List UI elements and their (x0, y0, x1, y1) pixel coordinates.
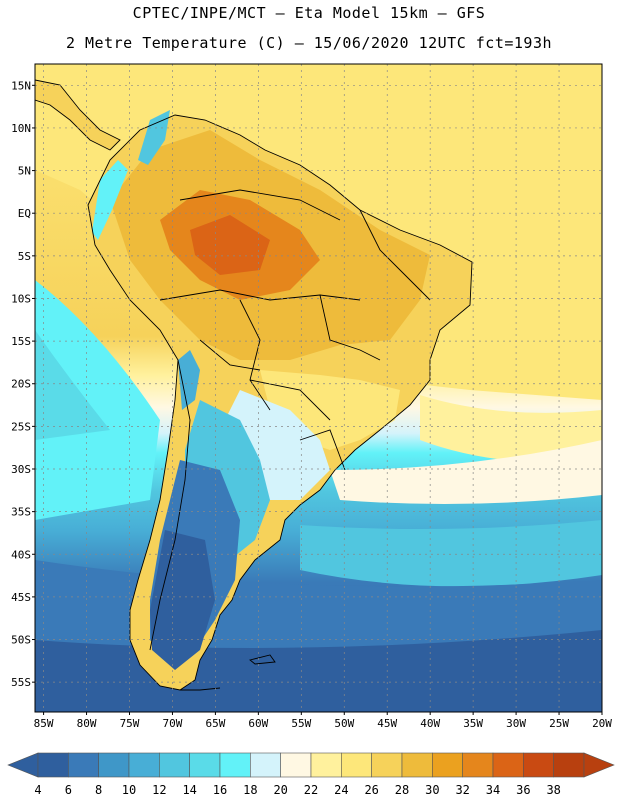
latitude-tick-label: 50S (11, 634, 31, 647)
colorbar-tick-label: 32 (455, 783, 469, 797)
colorbar-swatch (128, 752, 160, 778)
colorbar-tick-label: 30 (425, 783, 439, 797)
title-line-1: CPTEC/INPE/MCT – Eta Model 15km – GFS (132, 4, 486, 22)
cool-ocean-band (330, 440, 602, 504)
longitude-tick-label: 70W (163, 717, 183, 730)
colorbar-tick-label: 8 (95, 783, 102, 797)
latitude-tick-label: 5S (18, 250, 31, 263)
longitude-tick-label: 60W (248, 717, 268, 730)
longitude-tick-label: 65W (205, 717, 225, 730)
latitude-tick-label: 10S (11, 292, 31, 305)
colorbar-swatch (37, 752, 69, 778)
longitude-tick-label: 80W (77, 717, 97, 730)
longitude-tick-label: 35W (463, 717, 483, 730)
colorbar-tick-label: 24 (334, 783, 348, 797)
longitude-tick-label: 40W (420, 717, 440, 730)
latitude-tick-label: 15S (11, 335, 31, 348)
map-frame (34, 63, 603, 713)
colorbar-tick-label: 34 (486, 783, 500, 797)
atlantic-cool-band (300, 520, 602, 587)
colorbar-tick-label: 18 (243, 783, 257, 797)
longitude-tick-label: 20W (592, 717, 612, 730)
colorbar-tick-label: 4 (34, 783, 41, 797)
colorbar-tick-label: 20 (273, 783, 287, 797)
latitude-tick-label: 10N (11, 122, 31, 135)
colorbar-swatch (250, 752, 281, 778)
colorbar-tick-label: 26 (364, 783, 378, 797)
longitude-labels: 85W 80W 75W 70W 65W 60W 55W 50W 45W 40W 35W 30W 25W 2… (34, 712, 612, 730)
longitude-tick-label: 75W (120, 717, 140, 730)
colorbar-low-arrow (7, 752, 39, 778)
longitude-tick-label: 30W (506, 717, 526, 730)
latitude-tick-label: 20S (11, 378, 31, 391)
title-line-2: 2 Metre Temperature (C) – 15/06/2020 12U… (65, 34, 553, 52)
colorbar-tick-label: 16 (213, 783, 227, 797)
latitude-tick-label: 40S (11, 548, 31, 561)
colorbar-swatch (462, 752, 494, 778)
colorbar-tick-label: 36 (516, 783, 530, 797)
latitude-tick-label: 55S (11, 676, 31, 689)
longitude-tick-label: 45W (377, 717, 397, 730)
colorbar-tick-label: 28 (395, 783, 409, 797)
latitude-tick-label: 35S (11, 506, 31, 519)
longitude-tick-label: 50W (334, 717, 354, 730)
colorbar-tick-label: 10 (122, 783, 136, 797)
longitude-tick-label: 85W (34, 717, 54, 730)
colorbar: 4 6 8 10 12 14 16 18 20 22 24 26 28 30 32 34 36 38 (7, 752, 615, 797)
colorbar-swatch (68, 752, 99, 778)
latitude-labels: 15N 10N 5N EQ 5S 10S 15S 20S 25S 30S 35S 40S 45S 50S 5… (11, 79, 35, 689)
colorbar-swatch (523, 752, 554, 778)
colorbar-tick-label: 6 (65, 783, 72, 797)
colorbar-tick-label: 38 (546, 783, 560, 797)
colorbar-tick-label: 22 (304, 783, 318, 797)
longitude-tick-label: 55W (291, 717, 311, 730)
central-america-land (35, 80, 120, 150)
latitude-tick-label: 25S (11, 420, 31, 433)
colorbar-swatch (310, 752, 342, 778)
colorbar-swatch (219, 752, 251, 778)
colorbar-swatch (280, 752, 312, 778)
longitude-tick-label: 25W (549, 717, 569, 730)
colorbar-swatch (189, 752, 221, 778)
latitude-tick-label: EQ (18, 207, 31, 220)
colorbar-swatch (98, 752, 130, 778)
colorbar-swatch (159, 752, 190, 778)
subtropical-ocean-band (420, 395, 602, 463)
colorbar-swatch (492, 752, 524, 778)
colorbar-swatch (553, 752, 585, 778)
andes-cold-strip (92, 160, 128, 240)
colorbar-tick-label: 14 (182, 783, 196, 797)
latitude-tick-label: 15N (11, 79, 31, 92)
pacific-cold-current (35, 280, 160, 520)
colorbar-tick-label: 12 (152, 783, 166, 797)
temperature-field (35, 64, 602, 712)
colorbar-swatch (432, 752, 463, 778)
latitude-tick-label: 30S (11, 463, 31, 476)
latitude-tick-label: 45S (11, 591, 31, 604)
colorbar-swatch (371, 752, 403, 778)
coastlines (35, 79, 473, 691)
latitude-tick-label: 5N (18, 165, 31, 178)
colorbar-swatch (341, 752, 372, 778)
colorbar-swatch (401, 752, 433, 778)
colorbar-high-arrow (583, 752, 615, 778)
